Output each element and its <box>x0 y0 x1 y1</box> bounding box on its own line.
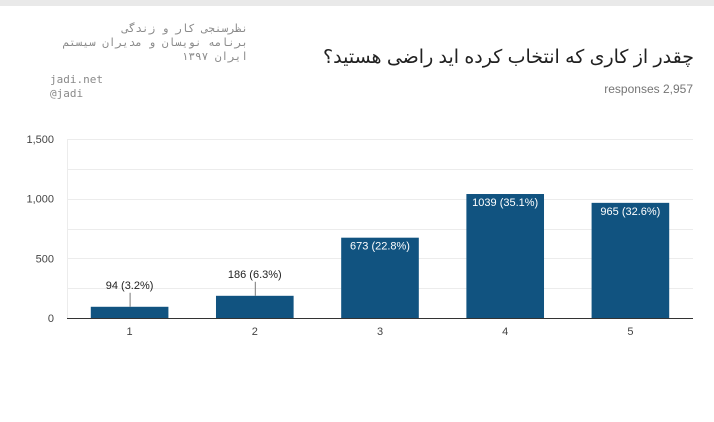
watermark-handle: @jadi <box>50 87 84 100</box>
x-tick-label: 1 <box>127 326 133 338</box>
data-label: 1039 (35.1%) <box>472 197 538 209</box>
responses-count: responses 2,957 <box>604 82 693 96</box>
x-tick-label: 4 <box>502 326 508 338</box>
watermark-line: برنامه نویسان و مدیران سیستم <box>62 36 248 49</box>
top-border <box>0 0 714 6</box>
data-label: 186 (6.3%) <box>228 269 282 281</box>
watermark: نظرسنجی کار و زندگی برنامه نویسان و مدیر… <box>30 22 248 101</box>
data-label: 965 (32.6%) <box>600 206 660 218</box>
x-tick-label: 3 <box>377 326 383 338</box>
watermark-line: ایران ۱۳۹۷ <box>181 50 248 63</box>
y-tick-label: 0 <box>48 313 54 325</box>
bar <box>341 237 419 318</box>
bar <box>215 295 294 318</box>
y-tick-label: 1,000 <box>26 194 54 206</box>
data-label: 94 (3.2%) <box>106 280 154 292</box>
data-label: 673 (22.8%) <box>350 241 410 253</box>
x-tick-label: 2 <box>252 326 258 338</box>
bar <box>466 194 545 318</box>
watermark-line: نظرسنجی کار و زندگی <box>122 22 248 35</box>
question-title: چقدر از کاری که انتخاب کرده اید راضی هست… <box>323 47 694 68</box>
y-tick-label: 500 <box>36 253 54 265</box>
x-tick-label: 5 <box>627 326 633 338</box>
bar <box>90 306 169 318</box>
y-tick-label: 1,500 <box>26 134 54 146</box>
bar <box>591 202 670 318</box>
watermark-site: jadi.net <box>50 73 103 86</box>
